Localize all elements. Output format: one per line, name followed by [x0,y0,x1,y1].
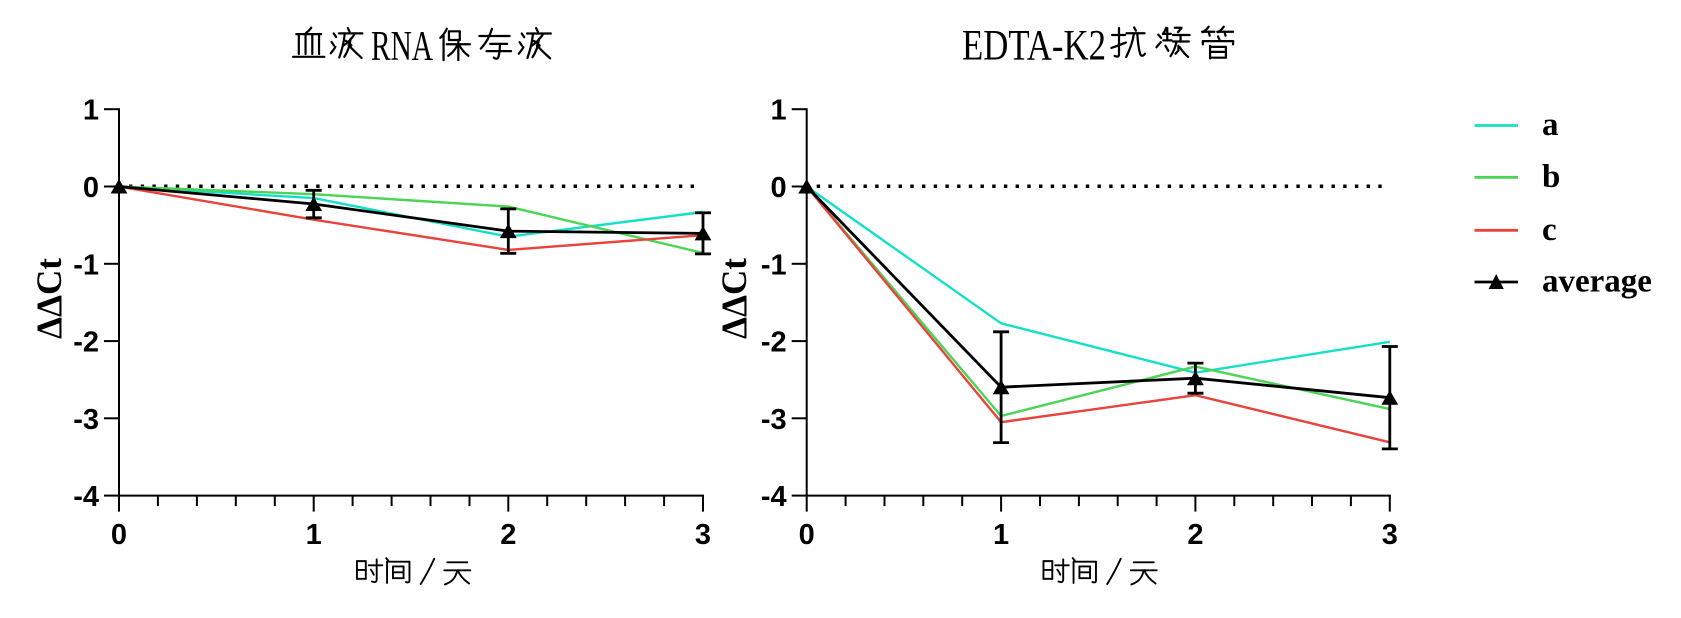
svg-text:EDTA-K2: EDTA-K2 [962,23,1106,70]
svg-text:0: 0 [83,172,99,204]
svg-text:-2: -2 [761,327,787,359]
svg-text:2: 2 [1187,519,1203,551]
svg-text:ΔΔCt: ΔΔCt [714,258,754,339]
svg-text:-4: -4 [73,481,99,513]
svg-text:average: average [1542,264,1652,300]
svg-text:ΔΔCt: ΔΔCt [29,258,69,339]
svg-text:1: 1 [771,95,787,127]
svg-text:-3: -3 [761,404,787,436]
svg-text:0: 0 [111,519,127,551]
svg-text:3: 3 [695,519,711,551]
svg-text:-2: -2 [73,327,99,359]
svg-text:-4: -4 [761,481,787,513]
svg-text:b: b [1542,159,1560,195]
svg-text:-1: -1 [73,249,99,281]
svg-text:RNA: RNA [371,24,433,70]
svg-text:0: 0 [799,519,815,551]
svg-text:c: c [1542,212,1557,248]
svg-text:1: 1 [993,519,1009,551]
svg-text:3: 3 [1382,519,1398,551]
svg-text:1: 1 [83,95,99,127]
svg-text:a: a [1542,107,1559,143]
svg-text:-1: -1 [761,249,787,281]
svg-text:-3: -3 [73,404,99,436]
svg-text:2: 2 [500,519,516,551]
svg-text:1: 1 [306,519,322,551]
svg-text:0: 0 [771,172,787,204]
